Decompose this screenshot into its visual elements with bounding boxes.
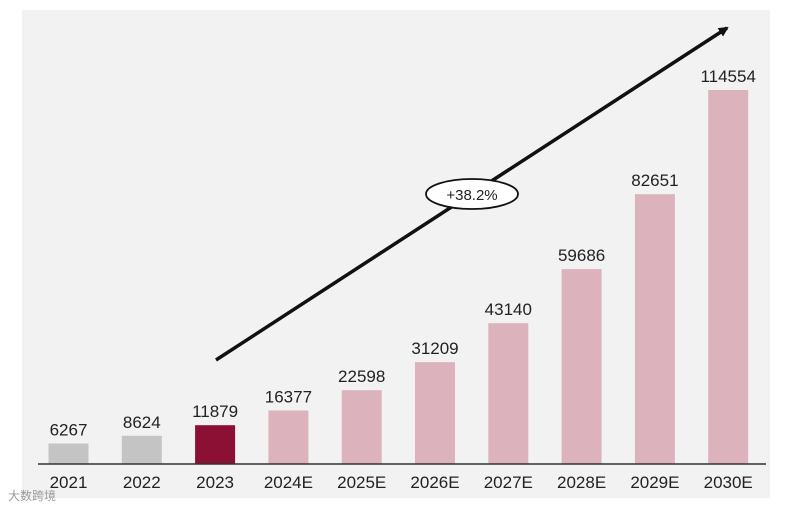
value-label-2025E: 22598 [338, 367, 385, 386]
bar-2029E [634, 194, 675, 464]
value-label-2028E: 59686 [558, 246, 605, 265]
bar-2030E [708, 90, 749, 464]
value-label-2026E: 31209 [411, 339, 458, 358]
value-labels-group: 6267 8624 11879 16377 22598 31209 43140 59686 82… [50, 67, 756, 440]
value-label-2023: 11879 [192, 402, 238, 421]
x-tick-2024E: 2024E [264, 473, 313, 492]
x-tick-2023: 2023 [196, 473, 234, 492]
bar-2024E [268, 410, 309, 464]
x-tick-2026E: 2026E [410, 473, 459, 492]
bar-2025E [341, 390, 382, 464]
bar-2021 [48, 443, 89, 464]
x-tick-2021: 2021 [50, 473, 88, 492]
bar-2028E [561, 269, 602, 464]
watermark-logo: 大数跨境 [8, 489, 57, 503]
value-label-2024E: 16377 [265, 388, 312, 407]
bar-2023 [195, 425, 236, 464]
value-label-2027E: 43140 [485, 300, 532, 319]
x-tick-2027E: 2027E [484, 473, 533, 492]
x-tick-2029E: 2029E [630, 473, 679, 492]
x-tick-labels-group: 2021 2022 2023 2024E 2025E 2026E 2027E 2028E 202… [50, 473, 753, 492]
bars-group [48, 90, 749, 464]
value-label-2030E: 114554 [700, 67, 755, 86]
value-label-2029E: 82651 [631, 171, 678, 190]
value-label-2021: 6267 [50, 421, 88, 440]
x-tick-2028E: 2028E [557, 473, 606, 492]
bar-2026E [415, 362, 455, 464]
x-tick-2025E: 2025E [337, 473, 386, 492]
x-tick-2030E: 2030E [704, 473, 753, 492]
bar-2027E [488, 323, 529, 464]
bar-2022 [121, 435, 162, 464]
cagr-annotation: +38.2% [446, 187, 497, 204]
x-tick-2022: 2022 [123, 473, 161, 492]
value-label-2022: 8624 [123, 413, 161, 432]
cagr-oval [425, 178, 519, 210]
